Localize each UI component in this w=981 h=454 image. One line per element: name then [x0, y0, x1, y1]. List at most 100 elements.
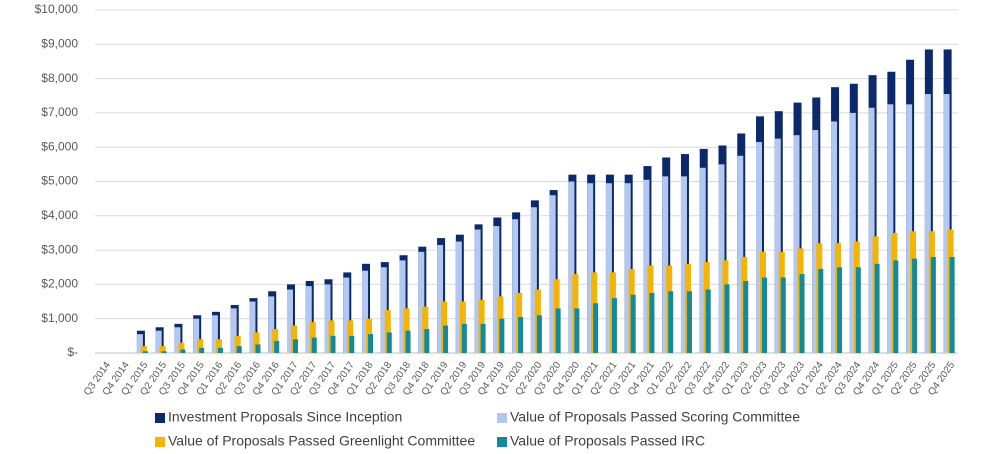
legend-swatch — [497, 437, 507, 447]
bar — [253, 332, 260, 353]
legend-swatch — [155, 413, 165, 423]
bar — [193, 318, 200, 353]
bar — [943, 94, 950, 353]
bar — [461, 323, 467, 353]
bar — [611, 298, 617, 353]
bar — [662, 176, 669, 353]
y-tick-label: $6,000 — [41, 139, 78, 153]
bar — [924, 94, 931, 353]
y-tick-label: $- — [67, 345, 78, 359]
bar — [180, 349, 186, 353]
bar — [311, 337, 317, 353]
bar — [705, 289, 711, 353]
bar — [831, 121, 838, 353]
bar — [668, 291, 674, 353]
bar — [480, 323, 486, 353]
bar — [217, 347, 223, 353]
legend-label: Investment Proposals Since Inception — [168, 409, 402, 425]
bar — [780, 277, 786, 353]
bar — [518, 316, 524, 353]
bar — [234, 335, 241, 353]
bar — [912, 258, 918, 353]
bar — [893, 260, 899, 353]
legend-label: Value of Proposals Passed Greenlight Com… — [168, 433, 475, 449]
y-tick-label: $5,000 — [41, 174, 78, 188]
bar — [249, 301, 256, 353]
bar — [292, 339, 298, 353]
y-tick-label: $9,000 — [41, 36, 78, 50]
bar — [555, 308, 561, 353]
bar — [155, 330, 162, 353]
bar — [906, 104, 913, 353]
bar — [230, 308, 237, 353]
bar — [743, 280, 749, 353]
bar — [474, 229, 481, 353]
bar — [330, 335, 336, 353]
bar — [405, 330, 411, 353]
bar — [349, 335, 355, 353]
bar — [849, 112, 856, 354]
bar — [949, 256, 955, 353]
bar — [762, 277, 768, 353]
legend-swatch — [155, 437, 165, 447]
bar — [868, 107, 875, 353]
bar — [549, 195, 556, 353]
y-tick-label: $1,000 — [41, 311, 78, 325]
bar — [756, 142, 763, 353]
bar — [593, 303, 599, 353]
bar — [574, 308, 580, 353]
bar — [424, 328, 430, 353]
bar — [199, 347, 205, 353]
bar — [140, 346, 147, 353]
bar — [605, 183, 612, 353]
bar — [686, 291, 692, 353]
bar — [724, 284, 730, 353]
bar — [197, 339, 204, 353]
bar — [305, 286, 312, 353]
bar — [536, 315, 542, 353]
bar — [455, 241, 462, 353]
bar — [368, 334, 374, 353]
bar — [699, 167, 706, 353]
bar — [568, 181, 575, 353]
legend-label: Value of Proposals Passed IRC — [510, 433, 705, 449]
y-tick-label: $10,000 — [35, 2, 79, 16]
bar — [255, 344, 261, 353]
bar — [799, 274, 805, 353]
bar — [236, 346, 242, 353]
bar — [793, 135, 800, 353]
bar — [211, 315, 218, 353]
legend-label: Value of Proposals Passed Scoring Commit… — [510, 409, 800, 425]
bar — [837, 267, 843, 353]
bar — [774, 138, 781, 353]
bar — [384, 310, 391, 353]
bar — [643, 179, 650, 353]
bar — [930, 256, 936, 353]
y-tick-label: $3,000 — [41, 242, 78, 256]
bar — [178, 342, 185, 353]
bar — [418, 251, 425, 353]
y-tick-label: $4,000 — [41, 208, 78, 222]
bar — [286, 289, 293, 353]
bar — [718, 164, 725, 353]
bar — [874, 263, 880, 353]
legend-swatch — [497, 413, 507, 423]
bar — [630, 294, 636, 353]
bar — [174, 327, 181, 353]
bar — [443, 325, 449, 353]
bar — [855, 267, 861, 353]
y-tick-label: $8,000 — [41, 71, 78, 85]
y-tick-label: $7,000 — [41, 105, 78, 119]
bar — [587, 183, 594, 353]
bar — [437, 244, 444, 353]
bar — [136, 334, 143, 353]
bar — [812, 130, 819, 353]
bar — [142, 351, 148, 353]
bar — [818, 268, 824, 353]
bar — [624, 183, 631, 353]
bar — [161, 351, 167, 353]
bar — [343, 277, 350, 353]
y-tick-label: $2,000 — [41, 277, 78, 291]
bar — [362, 270, 369, 353]
